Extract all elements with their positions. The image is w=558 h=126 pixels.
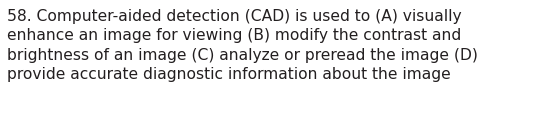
Text: 58. Computer-aided detection (CAD) is used to (A) visually
enhance an image for : 58. Computer-aided detection (CAD) is us… [7, 9, 478, 83]
